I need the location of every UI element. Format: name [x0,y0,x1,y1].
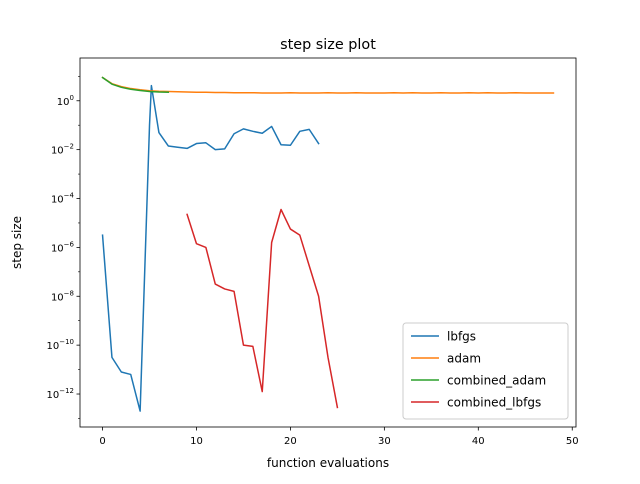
legend-box [402,322,569,420]
x-tick-label: 50 [566,436,579,447]
y-tick-label: 10−2 [51,143,74,157]
x-axis: 0 10 20 30 40 50 [99,427,579,447]
series-line-adam [101,76,555,94]
y-tick-label: 10−4 [51,192,75,206]
y-axis: 100 10−2 10−4 10−6 10−8 10−10 10−12 [46,76,80,419]
x-tick-label: 20 [284,436,297,447]
x-tick-label: 10 [190,436,203,447]
x-axis-label: function evaluations [267,456,389,470]
chart-title: step size plot [280,37,376,53]
series-line-combined-lbfgs [186,208,339,409]
y-tick-label: 10−8 [51,289,74,303]
y-tick-label: 10−12 [46,387,74,401]
legend-label-combined-adam: combined_adam [447,374,546,388]
y-axis-label: step size [10,216,24,269]
plot-frame [79,57,577,428]
series-line-combined-adam [101,76,170,93]
legend: lbfgs adam combined_adam combined_lbfgs [402,322,569,420]
x-tick-label: 30 [378,436,391,447]
y-tick-label: 10−10 [46,338,74,352]
series-line-lbfgs [101,84,320,412]
legend-label-lbfgs: lbfgs [447,330,476,344]
x-tick-label: 0 [99,436,105,447]
y-tick-label: 10−6 [51,240,75,254]
y-tick-label: 100 [57,94,74,108]
legend-label-combined-lbfgs: combined_lbfgs [447,396,541,410]
legend-label-adam: adam [447,352,481,366]
x-tick-label: 40 [472,436,485,447]
